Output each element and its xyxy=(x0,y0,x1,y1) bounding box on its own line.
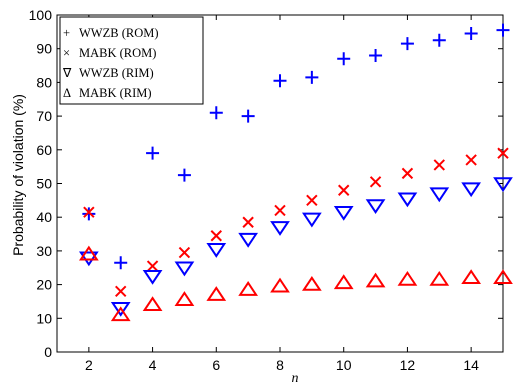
x-tick-label: 12 xyxy=(400,357,416,373)
series-triangle-down xyxy=(78,177,513,317)
legend-entry-wwzb-rom: WWZB (ROM) xyxy=(79,26,159,40)
data-point-cross xyxy=(497,147,509,159)
data-point-plus xyxy=(305,70,319,84)
data-point-cross xyxy=(401,167,414,180)
data-point-cross xyxy=(210,230,222,242)
data-point-plus xyxy=(496,23,510,37)
data-point-triangle-up xyxy=(270,277,290,293)
data-point-cross xyxy=(115,285,127,298)
legend-entry-mabk-rim: MABK (RIM) xyxy=(79,86,152,100)
data-point-cross xyxy=(369,176,382,188)
data-point-triangle-up xyxy=(174,291,195,306)
legend-entry-wwzb-rim: WWZB (RIM) xyxy=(79,66,154,80)
y-tick-label: 30 xyxy=(36,243,52,259)
data-point-triangle-up xyxy=(142,296,163,312)
data-point-plus xyxy=(273,74,287,88)
series-triangle-up xyxy=(78,245,513,322)
series-plus xyxy=(82,23,510,270)
data-point-plus xyxy=(400,37,414,51)
data-point-cross xyxy=(242,216,254,228)
data-point-triangle-up xyxy=(78,245,99,261)
legend: + WWZB (ROM) × MABK (ROM) ∇ WWZB (RIM) Δ… xyxy=(59,16,204,105)
data-point-triangle-down xyxy=(493,177,513,193)
data-point-triangle-down xyxy=(206,243,227,258)
data-point-triangle-up xyxy=(206,286,227,301)
legend-symbol-mabk-rom: × xyxy=(63,46,70,60)
data-point-cross xyxy=(338,184,350,196)
legend-symbol-wwzb-rim: ∇ xyxy=(62,66,72,80)
data-point-triangle-up xyxy=(397,270,418,286)
data-point-triangle-up xyxy=(365,272,386,288)
x-tick-label: 8 xyxy=(276,357,284,373)
series-x xyxy=(83,147,509,298)
data-point-triangle-down xyxy=(461,182,482,198)
data-point-triangle-down xyxy=(110,301,131,317)
data-point-triangle-up xyxy=(333,274,354,290)
data-point-triangle-up xyxy=(493,269,513,285)
y-tick-label: 10 xyxy=(36,310,52,326)
data-point-plus xyxy=(432,33,446,47)
data-point-triangle-down xyxy=(238,232,259,248)
legend-symbol-wwzb-rom: + xyxy=(63,26,70,40)
legend-symbol-mabk-rim: Δ xyxy=(63,86,71,100)
data-point-triangle-down xyxy=(365,199,386,215)
y-tick-label: 50 xyxy=(36,176,52,192)
data-point-cross xyxy=(465,154,477,166)
data-point-plus xyxy=(464,27,478,41)
data-point-triangle-down xyxy=(333,205,354,221)
data-point-triangle-up xyxy=(429,270,450,286)
data-point-plus xyxy=(241,109,255,123)
data-point-triangle-up xyxy=(238,281,259,296)
data-point-triangle-up xyxy=(461,269,482,285)
y-axis-label: Probability of violation (%) xyxy=(10,94,26,256)
y-tick-label: 40 xyxy=(36,209,52,225)
data-point-triangle-down xyxy=(397,192,418,208)
x-tick-label: 6 xyxy=(212,357,220,373)
legend-entry-mabk-rom: MABK (ROM) xyxy=(79,46,156,60)
y-tick-label: 0 xyxy=(44,344,52,360)
y-tick-label: 60 xyxy=(36,142,52,158)
data-point-cross xyxy=(433,159,445,171)
data-point-cross xyxy=(306,194,318,207)
y-tick-label: 70 xyxy=(36,108,52,124)
data-point-plus xyxy=(369,48,383,62)
y-tick-label: 80 xyxy=(36,74,52,90)
data-point-triangle-up xyxy=(110,306,131,322)
y-tick-label: 90 xyxy=(36,41,52,57)
data-point-cross xyxy=(274,204,286,217)
data-point-cross xyxy=(178,246,191,259)
data-point-triangle-down xyxy=(142,269,163,285)
data-point-plus xyxy=(209,106,223,120)
data-point-triangle-down xyxy=(174,261,195,277)
x-tick-label: 4 xyxy=(149,357,157,373)
data-point-cross xyxy=(146,260,159,272)
data-point-triangle-down xyxy=(78,251,99,267)
data-point-cross xyxy=(83,206,95,218)
data-point-triangle-down xyxy=(301,212,322,228)
x-tick-label: 10 xyxy=(336,357,352,373)
x-tick-label: 2 xyxy=(85,357,93,373)
data-point-plus xyxy=(114,256,128,270)
data-point-triangle-up xyxy=(301,275,322,291)
y-tick-label: 20 xyxy=(36,277,52,293)
data-point-plus xyxy=(177,168,191,182)
axis-ticks: 2 4 6 8 10 12 14 0 10 20 30 40 50 60 70 80 90 100 xyxy=(29,7,503,373)
data-point-triangle-down xyxy=(429,187,450,203)
legend-box xyxy=(59,16,204,105)
x-tick-label: 14 xyxy=(463,357,479,373)
data-point-plus xyxy=(82,207,96,221)
data-point-plus xyxy=(337,52,351,66)
x-axis-label: n xyxy=(292,371,299,386)
data-point-plus xyxy=(146,146,160,160)
data-marks xyxy=(78,23,513,322)
y-tick-label: 100 xyxy=(29,7,53,23)
data-point-triangle-down xyxy=(270,221,290,236)
